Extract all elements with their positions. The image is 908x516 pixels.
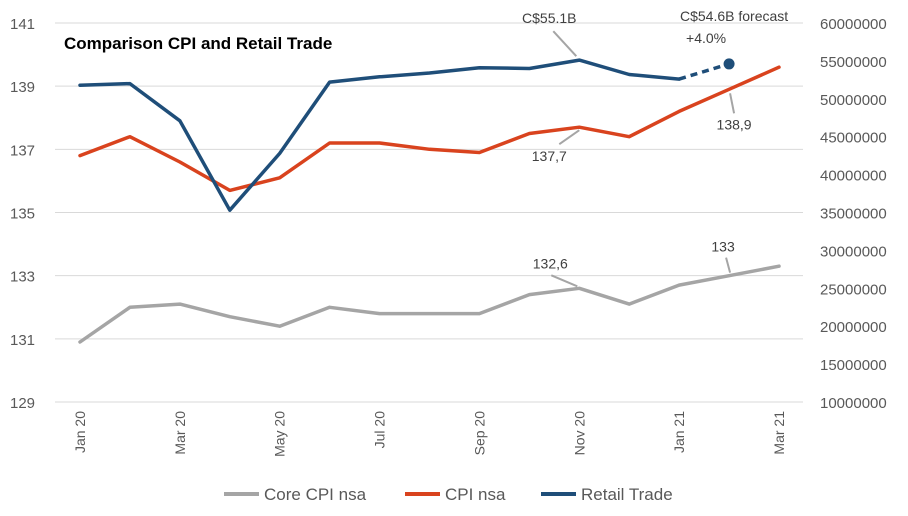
right-tick-label: 55000000 <box>820 54 887 71</box>
x-tick-label: Sep 20 <box>471 411 487 456</box>
x-tick-label: Mar 20 <box>172 411 188 455</box>
x-axis-ticks: Jan 20 Mar 20 May 20 Jul 20 Sep 20 Nov 20 Jan … <box>72 411 787 457</box>
x-tick-label: Jul 20 <box>372 411 388 449</box>
annotation-forecast-title: C$54.6B forecast <box>680 8 788 24</box>
right-tick-label: 40000000 <box>820 168 887 185</box>
left-tick-label: 131 <box>10 332 35 349</box>
right-tick-label: 20000000 <box>820 319 887 336</box>
annotation-forecast-change: +4.0% <box>686 30 726 46</box>
annotations: C$55.1B C$54.6B forecast +4.0% 137,7 138,9 13… <box>522 8 788 288</box>
left-tick-label: 135 <box>10 206 35 223</box>
left-tick-label: 137 <box>10 142 35 159</box>
legend-label-retail-trade: Retail Trade <box>581 485 673 504</box>
annotation-core-feb: 133 <box>711 239 735 255</box>
right-tick-label: 45000000 <box>820 130 887 147</box>
left-tick-label: 129 <box>10 395 35 412</box>
left-axis-ticks: 129 131 133 135 137 139 141 <box>10 16 35 412</box>
x-tick-label: Nov 20 <box>571 411 587 456</box>
series-line-retail-trade <box>78 58 681 212</box>
right-axis-ticks: 10000000 15000000 20000000 25000000 30000000… <box>820 16 887 412</box>
left-tick-label: 133 <box>10 269 35 286</box>
annotation-leader <box>558 129 580 146</box>
left-tick-label: 139 <box>10 79 35 96</box>
annotation-leader <box>725 257 732 273</box>
series-line-core-cpi-nsa <box>78 264 781 344</box>
annotation-leader <box>729 93 736 114</box>
forecast-point <box>723 58 735 70</box>
annotation-cpi-feb: 138,9 <box>717 116 752 132</box>
legend: Core CPI nsa CPI nsa Retail Trade <box>224 485 673 504</box>
chart-title: Comparison CPI and Retail Trade <box>64 34 332 53</box>
annotation-cpi-nov: 137,7 <box>532 148 567 164</box>
gridlines <box>55 22 803 403</box>
x-tick-label: Mar 21 <box>771 411 787 455</box>
x-tick-label: May 20 <box>272 411 288 457</box>
right-tick-label: 30000000 <box>820 243 887 260</box>
x-tick-label: Jan 20 <box>72 411 88 453</box>
x-tick-label: Jan 21 <box>671 411 687 453</box>
right-tick-label: 50000000 <box>820 92 887 109</box>
annotation-leader <box>550 274 578 288</box>
series-line-cpi-nsa <box>78 65 781 193</box>
right-tick-label: 25000000 <box>820 281 887 298</box>
annotation-leader <box>552 30 578 57</box>
right-tick-label: 10000000 <box>820 395 887 412</box>
annotation-retail-peak: C$55.1B <box>522 10 576 26</box>
annotation-core-nov: 132,6 <box>533 255 568 271</box>
legend-label-cpi-nsa: CPI nsa <box>445 485 506 504</box>
series-lines <box>78 58 781 344</box>
forecast-line <box>678 62 730 81</box>
right-tick-label: 15000000 <box>820 357 887 374</box>
right-tick-label: 60000000 <box>820 16 887 33</box>
legend-label-core-cpi-nsa: Core CPI nsa <box>264 485 367 504</box>
right-tick-label: 35000000 <box>820 206 887 223</box>
left-tick-label: 141 <box>10 16 35 33</box>
